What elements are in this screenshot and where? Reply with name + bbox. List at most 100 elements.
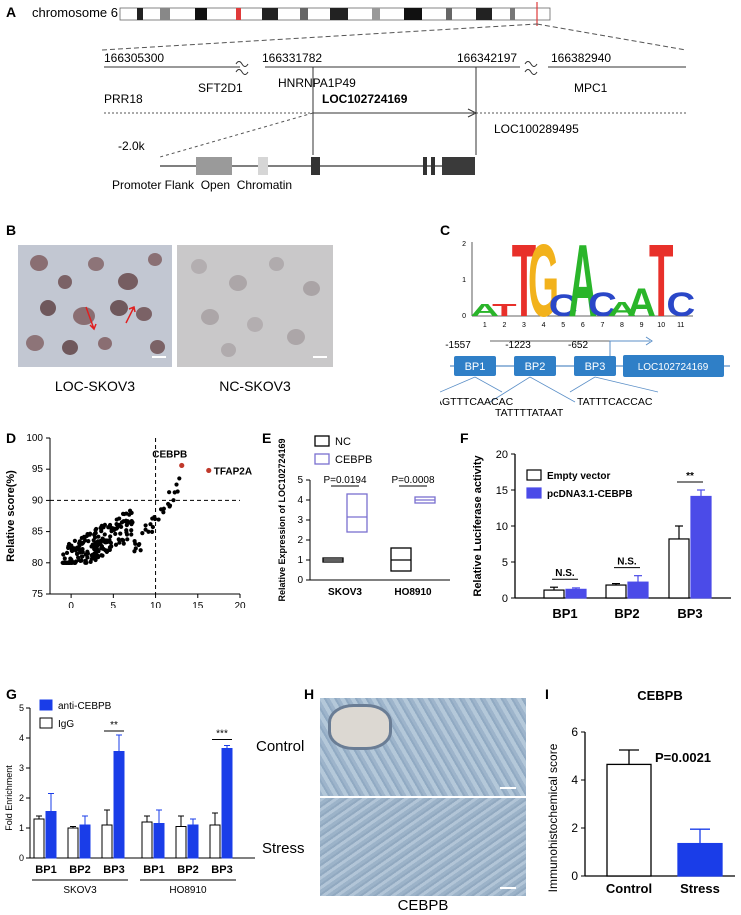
highlight-point [179,462,185,469]
bar [175,826,187,859]
logo-letter: C [666,285,695,324]
panel-a-label: A [6,4,17,20]
stress-ihc-image [320,798,526,896]
x-tick-label: 20 [234,601,246,608]
x-tick-label: Control [606,881,652,896]
nc-skov3-micrograph [177,245,333,367]
bar [677,842,723,877]
logo-position: 6 [581,322,585,329]
legend-swatch [526,469,542,481]
logo-position: 10 [657,322,665,329]
scatter-point [82,538,88,543]
x-tick-label: HO8910 [394,587,432,598]
scatter-point [161,510,166,515]
scatter-point [143,527,148,532]
group-label: HO8910 [169,885,207,896]
legend-label: IgG [58,719,74,730]
gene-box-label: LOC102724169 [638,362,709,373]
scatter-point [90,552,95,557]
x-tick-label: 0 [68,601,74,608]
scatter-point [108,534,113,539]
site-offset: -1223 [505,340,531,351]
bar [221,748,233,859]
scatter-point [104,538,109,543]
scatter-point [150,516,155,521]
coord-1: 166305300 [104,51,164,65]
scatter-chart-d: 051015207580859095100ScoreRelative score… [5,433,252,608]
logo-position: 7 [600,322,604,329]
bar [153,823,165,859]
bar [33,818,45,859]
logo-letter: A [470,300,499,319]
scatter-point [174,482,179,487]
x-tick-label: BP3 [103,864,124,876]
sequence-bp3: TATTTCACCAC [577,396,653,408]
logo-letter: A [608,298,637,321]
logo-position: 4 [542,322,546,329]
scatter-point [116,537,121,542]
bar [690,495,712,599]
chromosome-label: chromosome 6 [32,5,118,20]
logo-ytick: 0 [462,313,466,320]
y-tick-label: 1 [297,555,303,566]
caption-cebpb: CEBPB [397,897,449,914]
site-label: BP2 [525,361,546,373]
site-label: BP1 [465,361,486,373]
scatter-point [93,557,98,563]
scatter-point [89,544,94,549]
x-tick-label: 10 [150,601,162,608]
legend-swatch [39,717,53,729]
x-tick-label: 15 [192,601,204,608]
scatter-point [148,522,153,527]
scatter-point [93,541,98,547]
scatter-point [83,558,88,563]
y-tick-label: 10 [496,521,508,533]
logo-position: 11 [677,322,684,329]
logo-letter: T [512,232,536,334]
scatter-point [61,560,66,565]
chart-title: CEBPB [637,688,683,703]
y-tick-label: 80 [32,558,44,569]
loc-skov3-micrograph [18,245,172,367]
chromosome-ideogram [119,2,551,26]
bar-chart-f: 0 5 10 15 20 Relative Luciferase activity Empt… [472,449,731,621]
legend-swatch [314,453,330,465]
scatter-point [124,519,129,525]
box [346,493,368,533]
scatter-point [62,556,67,561]
track-label: Promoter Flank Open Chromatin [112,178,292,192]
legend-label: CEBPB [335,454,372,466]
site-offset: -1557 [445,340,471,351]
scatter-point [117,540,122,545]
scatter-point [72,538,77,543]
significance-label: *** [216,729,228,740]
scatter-point [96,534,101,539]
logo-letter: A [568,232,597,334]
x-tick-label: BP3 [677,606,702,621]
scatter-point [80,547,85,552]
y-axis-label: Fold Enrichment [4,765,14,831]
caption-nc-skov3: NC-SKOV3 [219,378,291,394]
scatter-point [125,537,130,542]
y-tick-label: 2 [19,793,24,803]
scatter-point [121,541,126,546]
coord-2: 166331782 [262,51,322,65]
y-tick-label: 1 [19,823,24,833]
y-tick-label: 0 [502,593,508,605]
highlight-point [206,467,212,474]
scatter-point [143,523,148,528]
binding-site-diagram: BP1 -1557 BP2 -1223 BP3 -652 LOC102724169 AGT… [440,336,730,419]
coord-3: 166342197 [457,51,517,65]
panel-h-label: H [304,686,315,702]
scatter-point [129,528,134,533]
scatter-point [150,524,156,530]
scatter-point [113,542,119,547]
logo-position: 2 [502,322,506,329]
scatter-point [93,530,98,536]
caption-loc-skov3: LOC-SKOV3 [54,378,136,394]
bar [627,581,649,599]
y-axis-label: Relative score(%) [5,470,17,562]
scatter-point [136,542,141,548]
gene-box [623,355,724,377]
x-tick-label: BP1 [552,606,577,621]
